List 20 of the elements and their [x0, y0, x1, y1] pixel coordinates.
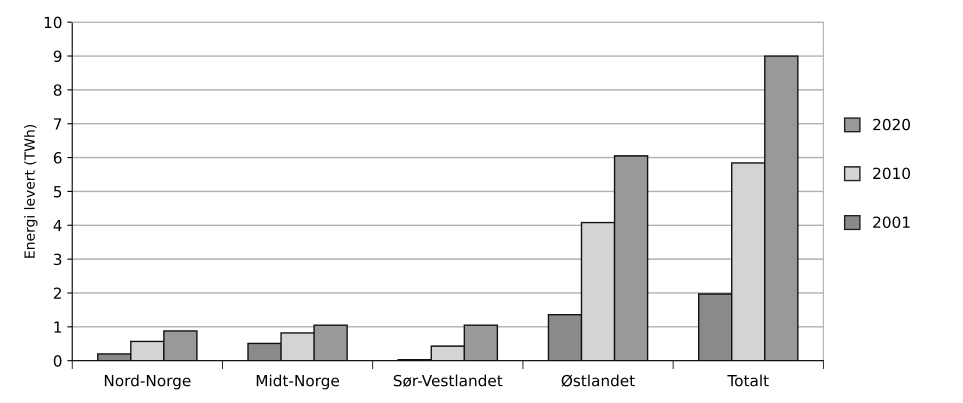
y-tick-label: 9 — [54, 50, 62, 62]
y-tick-label: 4 — [54, 220, 62, 232]
y-tick-label: 6 — [54, 152, 62, 164]
legend-label: 2001 — [873, 216, 910, 228]
x-tick-label: Sør-Vestlandet — [394, 374, 502, 387]
y-tick-label: 0 — [54, 355, 62, 367]
legend-label: 2010 — [873, 168, 910, 180]
x-tick-label: Midt-Norge — [256, 374, 340, 390]
y-tick-label: 10 — [44, 16, 62, 28]
y-tick-label: 8 — [54, 84, 62, 96]
x-tick-label: Østlandet — [562, 374, 635, 387]
legend-label: 2020 — [873, 118, 910, 130]
y-tick-label: 1 — [54, 322, 62, 333]
y-tick-label: 5 — [54, 186, 62, 198]
y-tick-label: 2 — [54, 287, 61, 299]
y-tick-label: 7 — [54, 118, 62, 130]
y-axis-title: Energi levert (TWh) — [24, 124, 38, 258]
y-tick-label: 3 — [54, 254, 62, 266]
x-tick-label: Nord-Norge — [104, 374, 190, 390]
x-tick-label: Totalt — [727, 374, 769, 386]
